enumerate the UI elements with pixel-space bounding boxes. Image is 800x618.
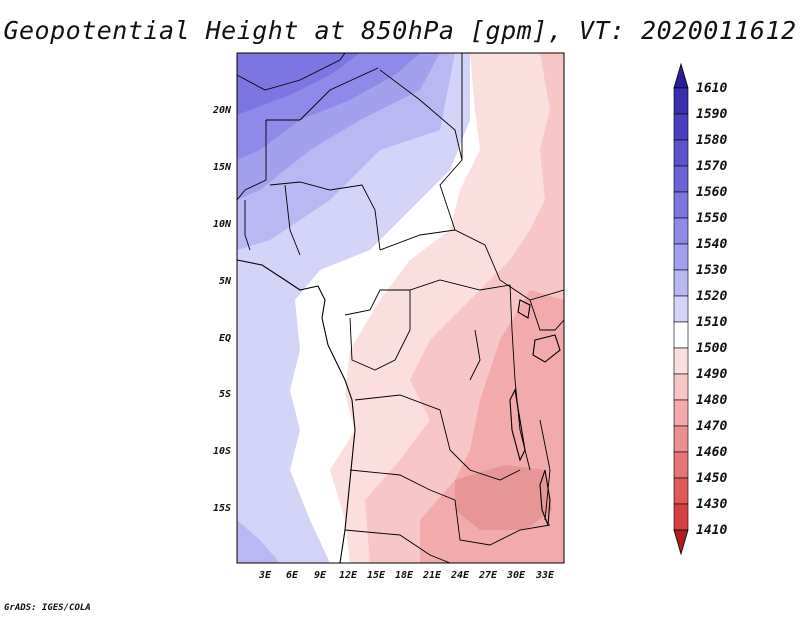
colorbar: 1610 1590 1580 1570 1560 1550 1540 1530 1520 1510… bbox=[673, 62, 727, 556]
colorbar-bin bbox=[673, 477, 689, 505]
field-blue-southwest bbox=[237, 520, 280, 563]
lon-tick-labels: 3E 6E 9E 12E 15E 18E 21E 24E 27E 30E 33E bbox=[258, 570, 555, 581]
lon-label-24e: 24E bbox=[450, 570, 470, 581]
colorbar-bin bbox=[673, 217, 689, 245]
lon-label-6e: 6E bbox=[286, 570, 299, 581]
colorbar-level-label: 1510 bbox=[696, 315, 727, 330]
lon-label-9e: 9E bbox=[314, 570, 327, 581]
lat-label-15n: 15N bbox=[213, 162, 232, 173]
colorbar-level-label: 1410 bbox=[696, 523, 727, 538]
lat-label-5s: 5S bbox=[219, 389, 231, 400]
colorbar-bin bbox=[673, 451, 689, 479]
lon-label-30e: 30E bbox=[506, 570, 526, 581]
colorbar-level-label: 1450 bbox=[696, 471, 727, 486]
lat-tick-labels: 20N 15N 10N 5N EQ 5S 10S 15S bbox=[212, 105, 232, 514]
plot-title: Geopotential Height at 850hPa [gpm], VT:… bbox=[3, 16, 797, 45]
map-frame bbox=[236, 52, 565, 564]
lat-label-10n: 10N bbox=[213, 219, 232, 230]
colorbar-level-label: 1560 bbox=[696, 185, 727, 200]
colorbar-level-label: 1590 bbox=[696, 107, 727, 122]
coastline bbox=[237, 259, 356, 563]
lat-label-20n: 20N bbox=[212, 105, 232, 116]
field-blue-1560 bbox=[237, 53, 360, 115]
colorbar-bin bbox=[673, 425, 689, 453]
colorbar-bin bbox=[673, 321, 689, 349]
colorbar-bin bbox=[673, 295, 689, 323]
colorbar-level-label: 1540 bbox=[696, 237, 727, 252]
colorbar-level-label: 1460 bbox=[696, 445, 727, 460]
colorbar-bin bbox=[673, 269, 689, 297]
colorbar-level-label: 1580 bbox=[696, 133, 727, 148]
lat-label-15s: 15S bbox=[213, 503, 231, 514]
lat-label-5n: 5N bbox=[219, 276, 232, 287]
colorbar-level-label: 1470 bbox=[696, 419, 727, 434]
colorbar-level-label: 1480 bbox=[696, 393, 727, 408]
lon-label-33e: 33E bbox=[535, 570, 555, 581]
country-borders bbox=[237, 53, 564, 563]
colorbar-level-label: 1530 bbox=[696, 263, 727, 278]
lat-label-10s: 10S bbox=[213, 446, 231, 457]
colorbar-level-label: 1500 bbox=[696, 341, 727, 356]
lon-label-21e: 21E bbox=[422, 570, 442, 581]
colorbar-bin bbox=[673, 243, 689, 271]
field-darkest-patch bbox=[455, 465, 552, 530]
colorbar-bin bbox=[673, 165, 689, 193]
colorbar-level-label: 1550 bbox=[696, 211, 727, 226]
colorbar-bin bbox=[673, 373, 689, 401]
map-panel bbox=[237, 53, 564, 563]
lon-label-27e: 27E bbox=[478, 570, 498, 581]
colorbar-bin bbox=[673, 399, 689, 427]
lat-label-eq: EQ bbox=[219, 333, 231, 344]
colorbar-level-label: 1520 bbox=[696, 289, 727, 304]
lon-label-15e: 15E bbox=[367, 570, 386, 581]
lon-label-12e: 12E bbox=[339, 570, 358, 581]
colorbar-bin bbox=[673, 113, 689, 141]
lakes bbox=[509, 299, 561, 526]
lon-label-3e: 3E bbox=[258, 570, 272, 581]
colorbar-bin bbox=[673, 347, 689, 375]
colorbar-top-arrow bbox=[673, 62, 689, 89]
lon-label-18e: 18E bbox=[395, 570, 414, 581]
colorbar-level-label: 1610 bbox=[696, 81, 727, 96]
colorbar-bin bbox=[673, 139, 689, 167]
colorbar-bin bbox=[673, 87, 689, 115]
colorbar-bin bbox=[673, 503, 689, 531]
colorbar-bottom-arrow bbox=[673, 529, 689, 556]
colorbar-bin bbox=[673, 191, 689, 219]
colorbar-level-label: 1490 bbox=[696, 367, 727, 382]
colorbar-level-label: 1430 bbox=[696, 497, 727, 512]
grads-credit: GrADS: IGES/COLA bbox=[4, 603, 91, 613]
colorbar-level-label: 1570 bbox=[696, 159, 727, 174]
